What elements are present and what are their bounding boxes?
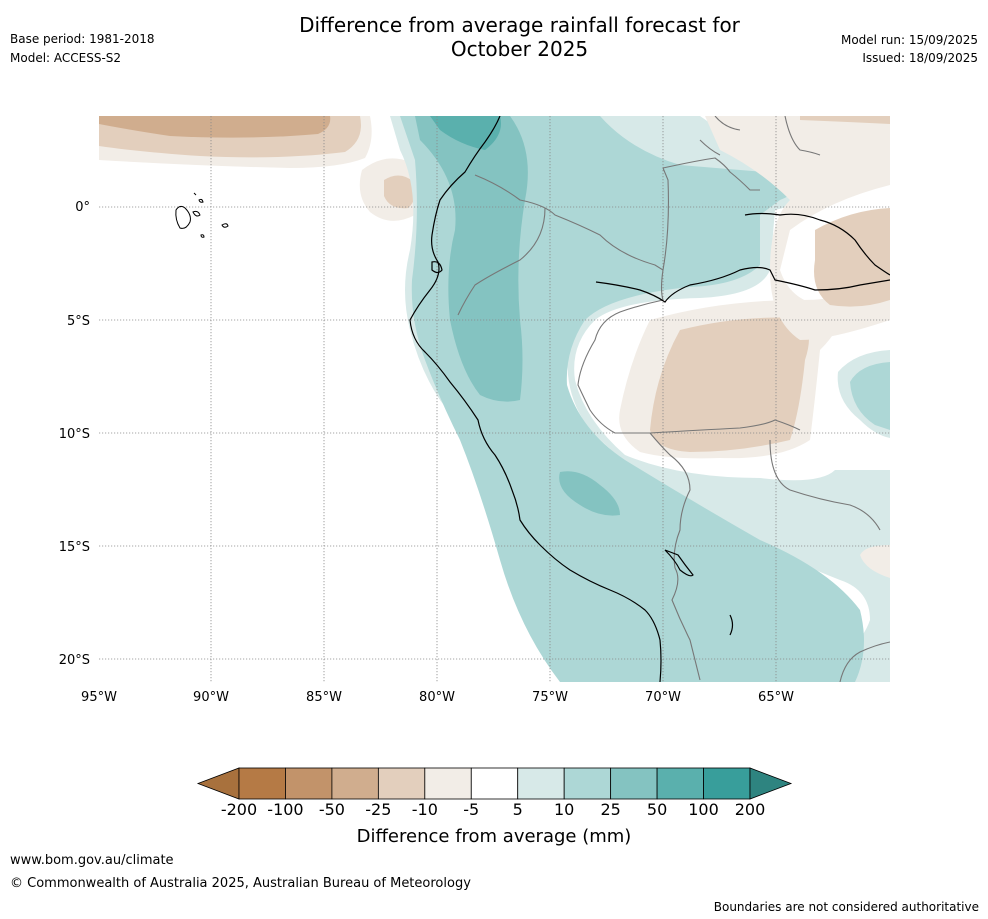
title-line-2: October 2025 [450,37,589,61]
map-title: Difference from average rainfall forecas… [0,13,988,61]
dry-blob-offshore-inner [384,175,416,209]
colorbar-tick-label: -50 [318,800,345,819]
model-name: Model: ACCESS-S2 [10,51,122,65]
dry-strip-north-edge [800,116,890,124]
lon-label-90w: 90°W [193,690,229,705]
colorbar-extend-high [749,767,793,800]
title-line-1: Difference from average rainfall forecas… [299,13,740,37]
colorbar-tick-label: 5 [512,800,523,819]
colorbar-tick-label: 100 [688,800,719,819]
colorbar-swatch [285,767,333,800]
colorbar-tick-label: 10 [553,800,575,819]
lat-label-20s: 20°S [59,653,90,668]
colorbar-swatch [470,767,519,800]
copyright-text: © Commonwealth of Australia 2025, Austra… [10,876,471,891]
galapagos-islands [175,192,229,238]
wet-area-50-100 [430,116,501,150]
colorbar-tick-label: 25 [600,800,621,819]
boundary-disclaimer: Boundaries are not considered authoritat… [713,900,979,914]
lat-label-10s: 10°S [59,427,90,442]
colorbar-tick-label: -100 [267,800,304,819]
lon-label-65w: 65°W [758,690,794,705]
map-fill-areas [99,116,890,682]
lat-label-5s: 5°S [67,314,90,329]
colorbar-swatch [563,767,612,800]
model-run: Model run: 15/09/2025 [840,33,978,47]
colorbar-swatch [703,767,751,800]
colorbar [196,767,793,800]
coastlines [409,116,890,682]
colorbar-swatch [238,767,286,800]
colorbar-extend-low [196,767,240,800]
base-period: Base period: 1981-2018 [10,32,155,46]
colorbar-tick-label: -200 [220,800,258,819]
dry-blob-southeast [860,545,890,578]
colorbar-tick-label: 50 [646,800,668,819]
website-link[interactable]: www.bom.gov.au/climate [10,853,174,868]
issued-date: Issued: 18/09/2025 [862,51,978,65]
colorbar-swatch [610,767,658,800]
colorbar-swatch [517,767,565,800]
lon-label-70w: 70°W [645,690,681,705]
country-borders [457,116,890,682]
dry-area-northeast-outer [705,116,890,340]
map-gridlines [99,116,890,682]
lat-label-0: 0° [75,200,90,215]
colorbar-tick-label: -25 [365,800,392,819]
colorbar-tick-label: -10 [411,800,438,819]
colorbar-swatch [656,767,704,800]
colorbar-title: Difference from average (mm) [356,826,632,847]
lon-label-85w: 85°W [306,690,342,705]
lon-label-95w: 95°W [81,690,117,705]
dry-area-east-inner [650,317,809,452]
dry-area-northwest-core [99,116,331,138]
colorbar-tick-label: 200 [734,800,766,819]
wet-blob-south [559,471,620,516]
colorbar-swatch [424,767,472,800]
wet-area-25-50 [415,116,528,402]
wet-blob-east-inner [850,362,890,430]
dry-area-northeast-inner [814,208,890,307]
colorbar-swatch [331,767,379,800]
colorbar-tick-label: -5 [463,800,480,819]
lon-label-75w: 75°W [532,690,568,705]
colorbar-swatch [377,767,426,800]
lon-label-80w: 80°W [419,690,455,705]
lat-label-15s: 15°S [59,540,90,555]
